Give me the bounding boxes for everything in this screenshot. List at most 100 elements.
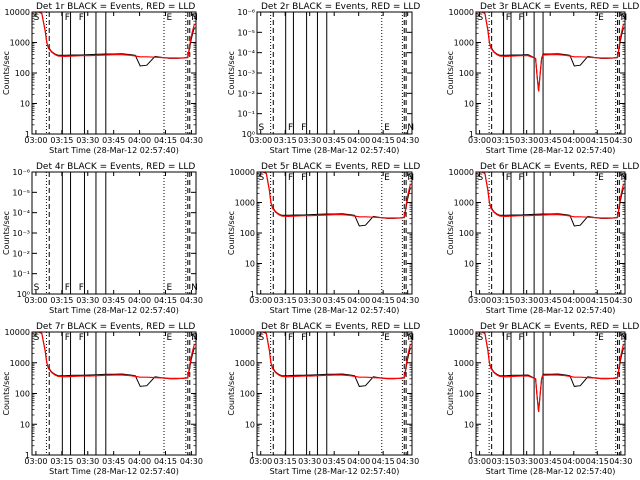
marker-letter-f: F <box>518 333 523 343</box>
marker-letter-s: S <box>477 173 483 183</box>
y-tick-label: 10000 <box>230 168 255 177</box>
x-tick-label: 03:45 <box>539 136 562 145</box>
marker-letter-e: E <box>598 173 604 183</box>
marker-letter-s: S <box>34 13 40 23</box>
marker-letter-n: N <box>191 333 198 343</box>
x-tick-label: 04:30 <box>609 457 632 466</box>
panel-title: Det 8r BLACK = Events, RED = LLD <box>261 322 420 332</box>
chart-panel-8: Det 8r BLACK = Events, RED = LLD Counts/s… <box>227 322 420 476</box>
y-axis-label: Counts/sec <box>446 371 455 415</box>
x-tick-label: 03:00 <box>249 296 272 305</box>
marker-letter-n: N <box>621 173 628 183</box>
y-axis-label: Counts/sec <box>446 51 455 95</box>
y-axis-label: Counts/sec <box>227 211 236 255</box>
marker-letter-e: E <box>598 333 604 343</box>
marker-letter-f: F <box>518 173 523 183</box>
marker-letter-f: F <box>79 333 84 343</box>
x-tick-label: 04:15 <box>586 296 609 305</box>
marker-letter-f: F <box>288 333 293 343</box>
x-tick-label: 04:15 <box>586 457 609 466</box>
x-tick-label: 03:30 <box>298 136 321 145</box>
plot-frame <box>31 171 197 295</box>
marker-letter-s: S <box>259 333 265 343</box>
chart-panel-5: Det 5r BLACK = Events, RED = LLD Counts/s… <box>227 162 420 315</box>
x-tick-label: 04:00 <box>347 457 370 466</box>
panel-title: Det 3r BLACK = Events, RED = LLD <box>480 2 639 12</box>
x-tick-label: 04:00 <box>347 136 370 145</box>
x-axis-label: Start Time (28-Mar-12 02:57:40) <box>49 467 179 476</box>
y-tick-label: 1000 <box>454 199 474 208</box>
y-axis-label: Counts/sec <box>227 51 236 95</box>
x-tick-label: 03:15 <box>492 136 515 145</box>
chart-panel-1: Det 1r BLACK = Events, RED = LLD Counts/s… <box>2 2 203 155</box>
y-axis-label: Counts/sec <box>2 371 11 415</box>
x-tick-label: 03:45 <box>539 457 562 466</box>
y-tick-label: 10 <box>464 420 474 429</box>
x-tick-label: 03:15 <box>50 136 73 145</box>
x-tick-label: 04:15 <box>154 296 177 305</box>
x-tick-label: 03:45 <box>539 296 562 305</box>
y-tick-label: 1000 <box>10 39 30 48</box>
marker-letter-f: F <box>79 283 84 293</box>
x-tick-label: 04:00 <box>128 296 151 305</box>
x-axis-label: Start Time (28-Mar-12 02:57:40) <box>270 467 400 476</box>
y-tick-label: 1 <box>25 451 30 460</box>
marker-letter-s: S <box>259 123 265 133</box>
x-tick-label: 03:15 <box>50 457 73 466</box>
lld-series-line <box>257 172 411 219</box>
y-tick-label: 10000 <box>449 328 474 337</box>
x-tick-label: 03:00 <box>24 457 47 466</box>
marker-letter-f: F <box>301 173 306 183</box>
panel-title: Det 6r BLACK = Events, RED = LLD <box>480 162 639 172</box>
x-tick-label: 03:30 <box>298 457 321 466</box>
x-tick-label: 03:45 <box>323 457 346 466</box>
plot-frame <box>31 11 197 135</box>
marker-letter-f: F <box>65 283 70 293</box>
plot-frame <box>31 331 197 456</box>
x-tick-label: 04:00 <box>562 296 585 305</box>
x-axis-label: Start Time (28-Mar-12 02:57:40) <box>270 306 400 315</box>
y-tick-label: 100 <box>15 390 30 399</box>
x-axis-label: Start Time (28-Mar-12 02:57:40) <box>486 306 616 315</box>
x-tick-label: 03:30 <box>76 136 99 145</box>
x-tick-label: 03:00 <box>24 296 47 305</box>
y-tick-label: 10000 <box>230 328 255 337</box>
marker-letter-f: F <box>288 123 293 133</box>
y-tick-label: 10 <box>20 420 30 429</box>
marker-letter-f: F <box>301 123 306 133</box>
lld-series-line <box>257 332 411 379</box>
y-tick-label: 100 <box>459 390 474 399</box>
lld-series-line <box>476 12 625 92</box>
marker-letter-e: E <box>384 123 390 133</box>
marker-letter-f: F <box>506 173 511 183</box>
marker-letter-e: E <box>166 13 172 23</box>
lld-series-line <box>32 332 195 379</box>
panel-title: Det 9r BLACK = Events, RED = LLD <box>480 322 639 332</box>
x-tick-label: 04:30 <box>396 296 419 305</box>
x-tick-label: 04:15 <box>154 136 177 145</box>
y-tick-label: 10⁻⁴ <box>12 209 30 218</box>
chart-panel-9: Det 9r BLACK = Events, RED = LLD Counts/s… <box>446 322 639 476</box>
marker-letter-s: S <box>34 333 40 343</box>
x-tick-label: 03:45 <box>323 296 346 305</box>
x-tick-label: 04:15 <box>586 136 609 145</box>
x-tick-label: 03:30 <box>515 296 538 305</box>
marker-letter-e: E <box>384 333 390 343</box>
y-tick-label: 1000 <box>235 359 255 368</box>
plot-frame <box>475 11 626 135</box>
marker-letter-f: F <box>288 173 293 183</box>
marker-letter-f: F <box>506 13 511 23</box>
y-tick-label: 100 <box>240 229 255 238</box>
events-series-line <box>476 12 624 92</box>
x-tick-label: 04:30 <box>609 296 632 305</box>
y-tick-label: 1000 <box>454 359 474 368</box>
marker-letter-s: S <box>477 333 483 343</box>
x-tick-label: 04:15 <box>372 457 395 466</box>
x-tick-label: 03:45 <box>102 296 125 305</box>
marker-letter-f: F <box>301 333 306 343</box>
x-tick-label: 04:30 <box>396 136 419 145</box>
lld-series-line <box>32 12 195 59</box>
y-tick-label: 10⁻¹ <box>237 110 255 119</box>
x-tick-label: 03:45 <box>323 136 346 145</box>
x-tick-label: 03:30 <box>515 457 538 466</box>
